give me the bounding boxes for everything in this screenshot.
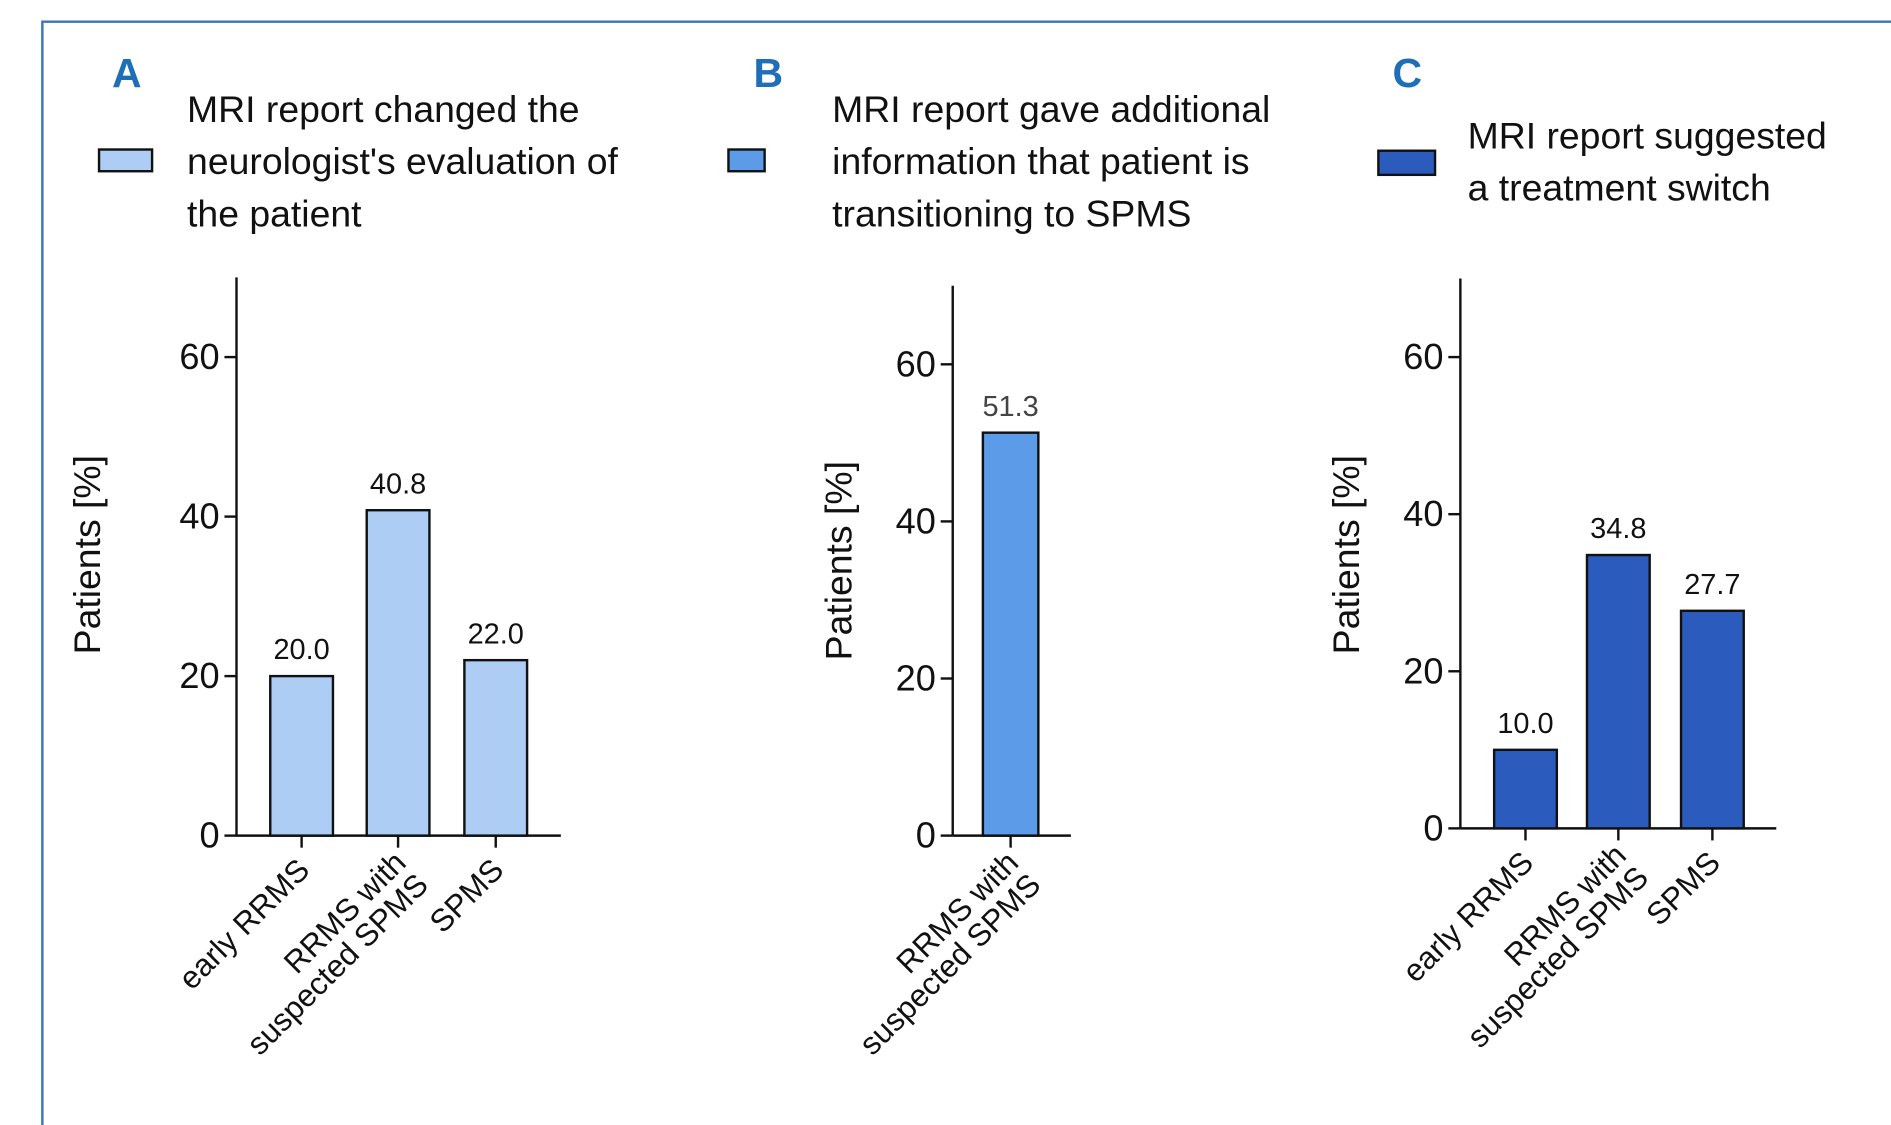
value-label: 40.8	[370, 468, 426, 500]
x-tick-label: RRMS withsuspected SPMS	[218, 845, 435, 1062]
legend-label: MRI report changed the neurologist's eval…	[187, 88, 618, 235]
y-axis-label: Patients [%]	[66, 455, 108, 654]
bar	[1492, 748, 1559, 830]
panel-letter: C	[1393, 50, 1423, 96]
y-tick-label: 60	[179, 336, 219, 377]
bar	[463, 658, 529, 837]
y-tick-label: 60	[896, 343, 936, 384]
x-tick-label: RRMS withsuspected SPMS	[830, 845, 1047, 1062]
panel-letter: B	[753, 50, 783, 96]
legend-label: MRI report gave additional information th…	[832, 88, 1270, 235]
x-tick-label: RRMS withsuspected SPMS	[1438, 838, 1655, 1055]
y-tick-label: 60	[1403, 336, 1443, 377]
bar	[981, 431, 1040, 837]
value-label: 51.3	[982, 391, 1038, 423]
value-label: 22.0	[468, 618, 524, 650]
y-axis-label: Patients [%]	[1325, 455, 1367, 654]
value-label: 27.7	[1684, 569, 1740, 601]
value-label: 20.0	[273, 634, 329, 666]
y-tick-label: 0	[916, 815, 936, 856]
y-tick-label: 40	[179, 496, 219, 537]
y-tick-label: 40	[1403, 493, 1443, 534]
y-axis-label: Patients [%]	[817, 461, 859, 660]
legend-label: MRI report suggested a treatment switch	[1468, 114, 1827, 208]
y-tick-label: 20	[179, 655, 219, 696]
panel-letter: A	[112, 50, 142, 96]
bar	[1679, 609, 1745, 830]
y-tick-label: 40	[896, 500, 936, 541]
y-tick-label: 0	[200, 815, 220, 856]
legend-swatch	[1377, 149, 1437, 177]
y-tick-label: 0	[1423, 807, 1443, 848]
legend-swatch	[727, 148, 766, 173]
y-tick-label: 20	[1403, 650, 1443, 691]
y-tick-label: 20	[896, 658, 936, 699]
x-tick-label: SPMS	[423, 852, 511, 940]
bar	[269, 674, 335, 837]
value-label: 34.8	[1590, 513, 1646, 545]
x-tick-label: SPMS	[1639, 845, 1727, 933]
legend-swatch	[97, 148, 154, 173]
value-label: 10.0	[1497, 708, 1553, 740]
panel-frame	[41, 20, 1891, 1125]
bar	[1585, 553, 1651, 830]
bar	[365, 509, 431, 837]
